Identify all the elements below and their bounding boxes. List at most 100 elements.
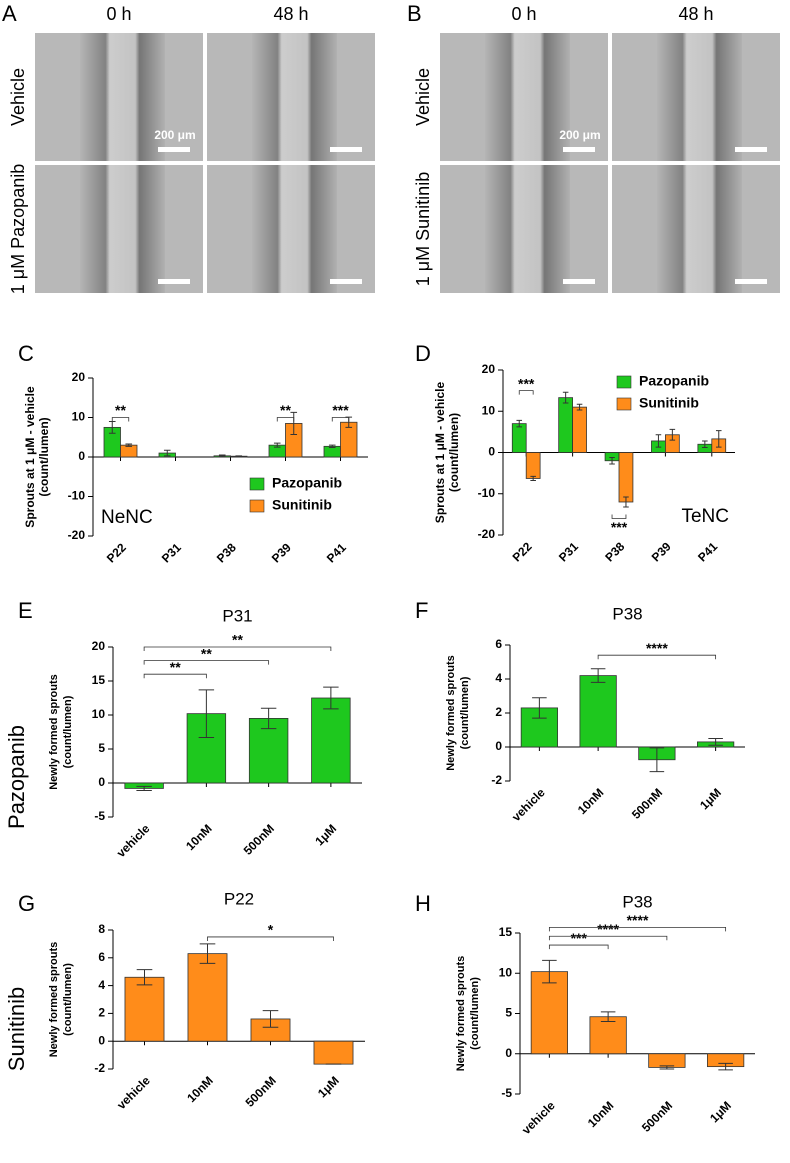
legend-swatch — [616, 375, 632, 389]
y-tick-label: -10 — [478, 486, 496, 500]
error-bar — [328, 444, 336, 449]
error-bar — [136, 969, 153, 986]
error-bar — [530, 475, 536, 482]
x-tick-label: P39 — [649, 539, 674, 564]
error-bar — [125, 443, 133, 447]
significance-label: ** — [170, 659, 181, 675]
row-label: 1 μM Sunitinib — [413, 172, 433, 286]
error-bar — [655, 434, 662, 448]
y-tick-label: -2 — [94, 1061, 105, 1075]
significance-label: * — [268, 922, 274, 938]
vessel — [252, 165, 337, 293]
error-bar — [199, 943, 216, 964]
inset-label: NeNC — [101, 507, 153, 528]
y-axis-label: Newly formed sprouts — [48, 942, 60, 1058]
significance-label: ** — [232, 632, 243, 648]
error-bar — [218, 454, 226, 458]
y-tick-label: 10 — [499, 965, 513, 979]
x-tick-label: P38 — [602, 539, 627, 564]
y-axis-label: Newly formed sprouts — [48, 674, 60, 790]
x-tick-label: 10nM — [575, 785, 607, 817]
x-tick-label: 10nM — [184, 1073, 216, 1105]
scale-bar — [735, 279, 767, 284]
error-bar — [273, 442, 281, 448]
column-label: 0 h — [106, 4, 131, 24]
x-tick-label: 500nM — [639, 1098, 675, 1134]
y-axis-label: (count/lumen) — [469, 977, 481, 1050]
significance-bracket — [111, 417, 130, 422]
error-bar — [323, 686, 339, 710]
error-bar — [669, 428, 676, 441]
x-tick-label: 500nM — [243, 1073, 279, 1109]
significance-label: *** — [611, 519, 628, 535]
significance-bracket — [548, 926, 727, 932]
error-bar — [659, 1065, 675, 1070]
y-tick-label: 2 — [98, 1006, 105, 1020]
error-bar — [532, 697, 547, 719]
bar — [311, 697, 351, 784]
significance-bracket — [331, 417, 350, 422]
x-tick-label: 10nM — [183, 821, 215, 853]
x-tick-label: 1μM — [707, 1098, 734, 1125]
y-tick-label: 0 — [78, 449, 85, 463]
legend-swatch — [249, 499, 265, 513]
chart-title: P38 — [612, 604, 642, 623]
chart-title: P22 — [224, 889, 254, 908]
significance-bracket — [518, 390, 534, 395]
bar — [187, 953, 228, 1042]
bar — [525, 452, 541, 479]
vessel — [485, 165, 570, 293]
panel-letter: A — [2, 1, 17, 26]
y-tick-label: 0 — [495, 739, 502, 753]
error-bar — [516, 419, 523, 428]
panel-letter: C — [18, 341, 34, 366]
bar — [589, 1016, 627, 1055]
bar — [558, 397, 573, 453]
significance-label: **** — [597, 921, 619, 937]
significance-bracket — [611, 514, 627, 519]
bar — [618, 452, 634, 503]
significance-bracket — [548, 944, 609, 950]
y-tick-label: -5 — [94, 809, 105, 823]
error-bar — [542, 959, 557, 984]
significance-bracket — [143, 646, 332, 651]
bar — [579, 675, 617, 748]
vessel — [80, 33, 165, 161]
panel-letter: E — [18, 598, 33, 623]
scale-bar — [158, 279, 190, 284]
error-bar — [715, 430, 722, 448]
y-axis-label: (count/lumen) — [37, 417, 51, 496]
significance-label: ** — [201, 645, 212, 661]
y-tick-label: 20 — [72, 370, 86, 384]
error-bar — [262, 1010, 279, 1028]
x-tick-label: 1μM — [315, 1073, 342, 1100]
legend-swatch — [616, 397, 632, 411]
legend-swatch — [249, 477, 265, 491]
legend-label: Sunitinib — [272, 497, 332, 513]
x-tick-label: P31 — [159, 540, 184, 565]
x-tick-label: P22 — [510, 539, 535, 564]
error-bar — [609, 456, 615, 465]
vessel — [252, 33, 337, 161]
significance-label: *** — [571, 930, 588, 946]
y-tick-label: -20 — [68, 528, 86, 542]
legend-label: Sunitinib — [639, 395, 699, 411]
y-tick-label: 20 — [92, 639, 106, 653]
vessel — [485, 33, 570, 161]
x-tick-label: 500nM — [629, 785, 665, 821]
bar — [313, 1040, 354, 1065]
error-bar — [562, 391, 569, 404]
x-tick-label: P38 — [214, 540, 239, 565]
error-bar — [576, 403, 583, 411]
legend-label: Pazopanib — [639, 373, 709, 389]
significance-label: **** — [627, 912, 649, 928]
significance-label: *** — [518, 375, 535, 391]
scale-bar — [158, 147, 190, 152]
significance-label: **** — [646, 640, 668, 656]
y-tick-label: -10 — [68, 489, 86, 503]
error-bar — [136, 785, 152, 791]
bar — [530, 971, 568, 1055]
row-label: Pazopanib — [4, 725, 29, 829]
y-tick-label: -20 — [478, 527, 496, 541]
column-label: 48 h — [273, 4, 308, 24]
